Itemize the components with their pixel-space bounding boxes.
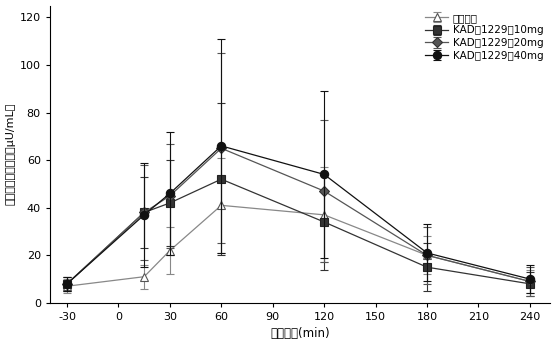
X-axis label: 経過時間(min): 経過時間(min) xyxy=(270,327,330,340)
Legend: プラセボ, KAD－1229　10mg, KAD－1229　20mg, KAD－1229　40mg: プラセボ, KAD－1229 10mg, KAD－1229 20mg, KAD－… xyxy=(423,11,545,63)
Y-axis label: 血中インスリン値（μU/mL）: 血中インスリン値（μU/mL） xyxy=(6,103,16,206)
